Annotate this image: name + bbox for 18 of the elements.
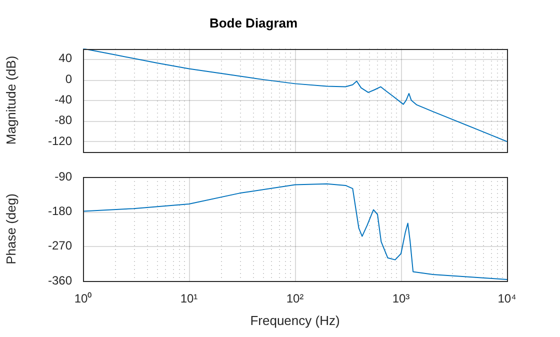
y-tick-label: -120 [48,134,72,148]
y-tick-label: -90 [54,169,72,184]
y-tick-label: -80 [54,113,72,128]
y-tick-label: -270 [48,238,72,253]
x-tick-label: 10² [286,292,304,306]
y-axis-title: Magnitude (dB) [3,56,18,145]
y-axis-title: Phase (deg) [3,194,18,264]
x-axis-title: Frequency (Hz) [250,312,340,328]
y-tick-label: 0 [65,72,72,86]
y-tick-label: -40 [54,92,72,107]
x-tick-label: 10³ [392,292,410,306]
x-tick-label: 10⁴ [498,292,516,306]
chart-title: Bode Diagram [209,15,298,30]
y-tick-label: -180 [48,204,72,218]
y-tick-label: 40 [58,51,72,66]
x-tick-label: 10⁰ [74,292,92,306]
x-tick-label: 10¹ [180,292,198,306]
y-tick-label: -360 [48,273,72,288]
